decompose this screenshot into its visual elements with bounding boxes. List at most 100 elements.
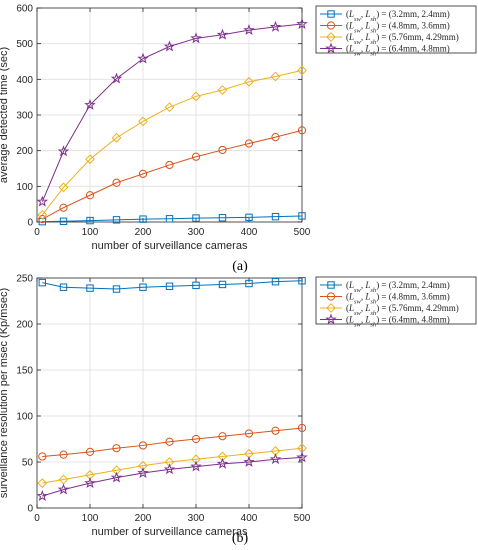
data-point: [84, 98, 96, 110]
legend-label-part: ,: [361, 280, 366, 290]
data-point: [111, 132, 122, 143]
legend-label-part: L: [348, 315, 354, 325]
x-tick-label: 0: [34, 227, 40, 238]
x-axis-label: number of surveillance cameras: [92, 526, 248, 538]
data-point: [138, 116, 148, 127]
data-point: [216, 28, 229, 40]
data-point: [58, 182, 69, 193]
legend-label-part: L: [364, 315, 370, 325]
x-axis-label: number of surveillance cameras: [92, 240, 248, 252]
legend-label-part: ,: [361, 292, 366, 302]
x-tick-label: 400: [241, 227, 258, 238]
legend-label-part: (: [346, 9, 349, 19]
data-point: [38, 452, 47, 461]
data-point: [270, 71, 281, 82]
data-point: [138, 441, 148, 450]
data-point: [245, 213, 253, 222]
x-tick-label: 100: [82, 227, 99, 238]
legend-label-part: sw: [354, 287, 362, 294]
legend-label-part: sh: [370, 310, 376, 317]
legend-label-part: (: [346, 32, 349, 42]
legend-marker: [326, 21, 336, 30]
data-point: [139, 283, 147, 291]
x-tick-label: 500: [294, 227, 311, 238]
legend-entry: (Lsw, Lsh) = (6.4mm, 4.8mm): [320, 42, 450, 57]
series-line: [42, 215, 303, 223]
data-point: [137, 466, 149, 478]
data-point: [269, 453, 282, 465]
legend-label-part: ) = (4.8mm, 3.6mm): [376, 21, 450, 31]
data-point: [243, 24, 255, 36]
data-point: [244, 76, 254, 87]
legend-label-part: sh: [370, 287, 376, 294]
data-point: [298, 277, 306, 285]
legend-label-part: L: [348, 21, 354, 31]
data-point: [59, 283, 68, 291]
legend-label-part: L: [348, 32, 354, 42]
data-point: [244, 139, 254, 148]
legend-label-part: L: [364, 21, 370, 31]
data-point: [38, 215, 47, 224]
legend-label: (Lsw, Lsh) = (5.76mm, 4.29mm): [346, 32, 459, 46]
data-point: [59, 217, 68, 225]
legend-entry: (Lsw, Lsh) = (6.4mm, 4.8mm): [320, 313, 450, 329]
legend-label: (Lsw, Lsh) = (4.8mm, 3.6mm): [346, 21, 450, 35]
legend-label-part: (: [346, 315, 349, 325]
x-tick-label: 200: [135, 513, 152, 524]
legend-label-part: ,: [361, 21, 366, 31]
series-2: [38, 126, 307, 224]
data-point: [271, 212, 280, 221]
data-point: [298, 212, 306, 220]
legend-marker: [326, 303, 336, 313]
legend-label-part: sw: [354, 298, 362, 305]
legend-label-part: sw: [354, 39, 362, 46]
legend-label-part: ) = (5.76mm, 4.29mm): [376, 32, 459, 42]
y-tick-label: 0: [27, 504, 33, 515]
legend-label-part: L: [348, 280, 354, 290]
data-point: [163, 463, 176, 475]
data-point: [110, 471, 123, 483]
data-point: [164, 102, 175, 113]
legend-label-part: (: [346, 280, 349, 290]
legend-label-part: sh: [370, 321, 376, 328]
legend-label-part: ,: [361, 32, 366, 42]
legend-marker: [327, 10, 335, 18]
series-line: [42, 129, 303, 220]
y-tick-label: 600: [16, 4, 33, 15]
legend-label-part: L: [364, 32, 370, 42]
legend-label-part: ) = (4.8mm, 3.6mm): [376, 292, 450, 302]
y-tick-label: 0: [27, 218, 33, 229]
legend-label-part: L: [348, 9, 354, 19]
chart-average-detected-time: 0 100 200 300 400 500 0 100 200 300 400 500 600 numbe…: [0, 4, 477, 274]
series-3: [37, 443, 307, 489]
series-4: [36, 451, 308, 501]
data-point: [112, 444, 121, 453]
legend-entry: (Lsw, Lsh) = (5.76mm, 4.29mm): [320, 32, 459, 46]
figure-caption: (b): [232, 531, 249, 546]
data-point: [37, 209, 48, 220]
data-point: [191, 152, 201, 161]
series-line: [42, 280, 303, 290]
legend: (Lsw, Lsh) = (3.2mm, 2.4mm)(Lsw, Lsh) = …: [315, 276, 477, 329]
data-point: [216, 457, 229, 469]
data-point: [36, 489, 49, 501]
data-point: [86, 216, 94, 225]
data-point: [112, 285, 121, 293]
data-point: [36, 195, 49, 207]
data-point: [165, 215, 174, 223]
legend-label: (Lsw, Lsh) = (6.4mm, 4.8mm): [346, 315, 450, 329]
legend-label-part: ) = (5.76mm, 4.29mm): [376, 303, 459, 313]
data-point: [112, 178, 121, 187]
data-point: [138, 169, 148, 178]
data-point: [86, 284, 94, 292]
data-point: [297, 126, 307, 135]
legend-label-part: sw: [354, 50, 362, 57]
legend: (Lsw, Lsh) = (3.2mm, 2.4mm)(Lsw, Lsh) = …: [315, 5, 477, 57]
data-point: [57, 145, 70, 157]
legend-label-part: L: [364, 303, 370, 313]
legend-label-part: sw: [354, 321, 362, 328]
y-tick-label: 100: [16, 182, 33, 193]
legend-label-part: ) = (6.4mm, 4.8mm): [376, 44, 450, 54]
data-point: [244, 429, 254, 438]
